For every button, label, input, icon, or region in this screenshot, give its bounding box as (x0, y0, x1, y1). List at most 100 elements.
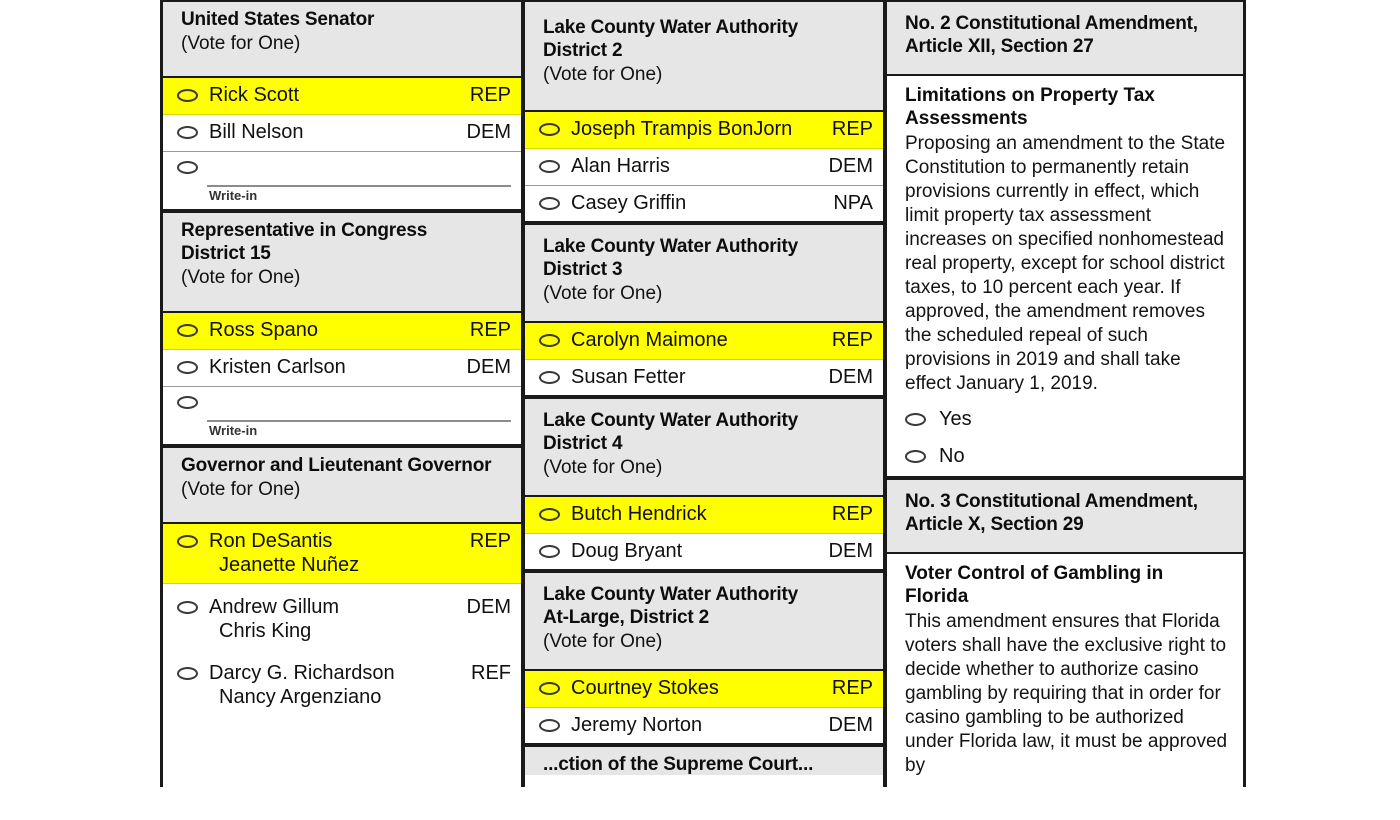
candidate-party: DEM (828, 155, 873, 177)
candidate-party: DEM (828, 714, 873, 736)
vote-bubble-icon[interactable] (177, 601, 198, 614)
candidate-row[interactable]: Andrew Gillum Chris King DEM (163, 584, 521, 650)
vote-bubble-icon[interactable] (539, 197, 560, 210)
vote-bubble-icon[interactable] (177, 667, 198, 680)
write-in-line (207, 185, 511, 187)
amendment-header: No. 3 Constitutional Amendment, Article … (887, 478, 1243, 554)
contest-title-clipped: ...ction of the Supreme Court... (543, 754, 814, 775)
contest-title-line-2: District 3 (543, 259, 623, 280)
candidate-row[interactable]: Rick Scott REP (163, 78, 521, 115)
candidate-row[interactable]: Kristen Carlson DEM (163, 350, 521, 387)
candidate-row[interactable]: Doug Bryant DEM (525, 534, 883, 571)
candidate-party: REF (471, 662, 511, 684)
candidate-name: Ron DeSantis (209, 530, 333, 552)
amendment-body-wrap: Voter Control of Gambling in Florida Thi… (887, 554, 1243, 784)
contest-title-line-1: Lake County Water Authority (543, 584, 798, 605)
contest-lake-county-water-authority-district-2: Lake County Water Authority District 2 (… (525, 0, 883, 223)
vote-instruction: (Vote for One) (181, 267, 301, 288)
candidate-party: REP (831, 503, 873, 525)
vote-bubble-icon[interactable] (539, 682, 560, 695)
running-mate-name: Jeanette Nuñez (219, 554, 360, 576)
amendment-option-no[interactable]: No (887, 439, 1243, 476)
candidate-name: Rick Scott (209, 84, 300, 106)
contest-header: Lake County Water Authority District 4 (… (525, 397, 883, 497)
vote-bubble-icon[interactable] (905, 413, 926, 426)
contest-header: United States Senator (Vote for One) (163, 0, 521, 78)
vote-instruction: (Vote for One) (181, 33, 301, 54)
contest-governor-and-lieutenant-governor: Governor and Lieutenant Governor (Vote f… (163, 446, 521, 716)
amendment-option-yes[interactable]: Yes (887, 402, 1243, 439)
vote-bubble-icon[interactable] (539, 371, 560, 384)
candidate-name: Carolyn Maimone (571, 329, 728, 351)
candidate-row[interactable]: Courtney Stokes REP (525, 671, 883, 708)
contest-representative-in-congress-district-15: Representative in Congress District 15 (… (163, 211, 521, 446)
option-label: No (939, 445, 965, 467)
candidate-party: REP (831, 118, 873, 140)
write-in-line (207, 420, 511, 422)
candidate-name: Joseph Trampis BonJorn (571, 118, 793, 140)
running-mate-name: Chris King (219, 620, 312, 642)
amendment-caption: Limitations on Property Tax Assessments (905, 85, 1155, 129)
vote-bubble-icon[interactable] (539, 719, 560, 732)
amendment-text: This amendment ensures that Florida vote… (905, 611, 1228, 776)
candidate-name: Kristen Carlson (209, 356, 346, 378)
candidate-name: Jeremy Norton (571, 714, 703, 736)
candidate-row[interactable]: Joseph Trampis BonJorn REP (525, 112, 883, 149)
candidate-name: Courtney Stokes (571, 677, 719, 699)
ballot-column-3: No. 2 Constitutional Amendment, Article … (884, 0, 1246, 787)
candidate-name: Bill Nelson (209, 121, 304, 143)
amendment-header-line-2: Article XII, Section 27 (905, 36, 1094, 57)
vote-bubble-icon[interactable] (177, 361, 198, 374)
candidate-row[interactable]: Casey Griffin NPA (525, 186, 883, 223)
candidate-party: DEM (466, 596, 511, 618)
vote-bubble-icon[interactable] (177, 89, 198, 102)
candidate-row[interactable]: Alan Harris DEM (525, 149, 883, 186)
candidate-row[interactable]: Ron DeSantis Jeanette Nuñez REP (163, 524, 521, 584)
vote-bubble-icon[interactable] (177, 126, 198, 139)
amendment-header-line-1: No. 2 Constitutional Amendment, (905, 13, 1198, 34)
vote-bubble-icon[interactable] (539, 508, 560, 521)
contest-title-line-1: Lake County Water Authority (543, 236, 798, 257)
vote-bubble-icon[interactable] (539, 545, 560, 558)
candidate-row[interactable]: Butch Hendrick REP (525, 497, 883, 534)
candidate-party: DEM (828, 366, 873, 388)
write-in-label: Write-in (209, 423, 258, 438)
ballot-column-2: Lake County Water Authority District 2 (… (522, 0, 884, 787)
contest-header: Governor and Lieutenant Governor (Vote f… (163, 446, 521, 524)
contest-header: Lake County Water Authority At-Large, Di… (525, 571, 883, 671)
vote-bubble-icon[interactable] (177, 396, 198, 409)
contest-header: Lake County Water Authority District 2 (… (525, 0, 883, 112)
candidate-party: REP (831, 677, 873, 699)
vote-bubble-icon[interactable] (539, 123, 560, 136)
vote-bubble-icon[interactable] (177, 535, 198, 548)
vote-bubble-icon[interactable] (177, 324, 198, 337)
candidate-name: Darcy G. Richardson (209, 662, 395, 684)
candidate-row[interactable]: Darcy G. Richardson Nancy Argenziano REF (163, 650, 521, 716)
candidate-name: Butch Hendrick (571, 503, 707, 525)
candidate-row[interactable]: Bill Nelson DEM (163, 115, 521, 152)
write-in-row[interactable]: Write-in (163, 387, 521, 446)
contest-lake-county-water-authority-district-3: Lake County Water Authority District 3 (… (525, 223, 883, 397)
contest-title-line-2: District 4 (543, 433, 623, 454)
vote-instruction: (Vote for One) (543, 283, 663, 304)
candidate-party: DEM (466, 356, 511, 378)
candidate-row[interactable]: Jeremy Norton DEM (525, 708, 883, 745)
write-in-row[interactable]: Write-in (163, 152, 521, 211)
candidate-row[interactable]: Ross Spano REP (163, 313, 521, 350)
candidate-name: Susan Fetter (571, 366, 686, 388)
candidate-row[interactable]: Carolyn Maimone REP (525, 323, 883, 360)
vote-bubble-icon[interactable] (177, 161, 198, 174)
vote-instruction: (Vote for One) (181, 479, 301, 500)
amendment-body-wrap: Limitations on Property Tax Assessments … (887, 76, 1243, 478)
ballot-column-1: United States Senator (Vote for One) Ric… (160, 0, 522, 787)
contest-title-line-2: District 15 (181, 243, 271, 264)
candidate-row[interactable]: Susan Fetter DEM (525, 360, 883, 397)
candidate-party: REP (469, 319, 511, 341)
candidate-party: REP (831, 329, 873, 351)
vote-bubble-icon[interactable] (539, 334, 560, 347)
contest-title: United States Senator (181, 9, 375, 30)
vote-bubble-icon[interactable] (905, 450, 926, 463)
contest-title: Governor and Lieutenant Governor (181, 455, 492, 476)
candidate-name: Andrew Gillum (209, 596, 340, 618)
vote-bubble-icon[interactable] (539, 160, 560, 173)
